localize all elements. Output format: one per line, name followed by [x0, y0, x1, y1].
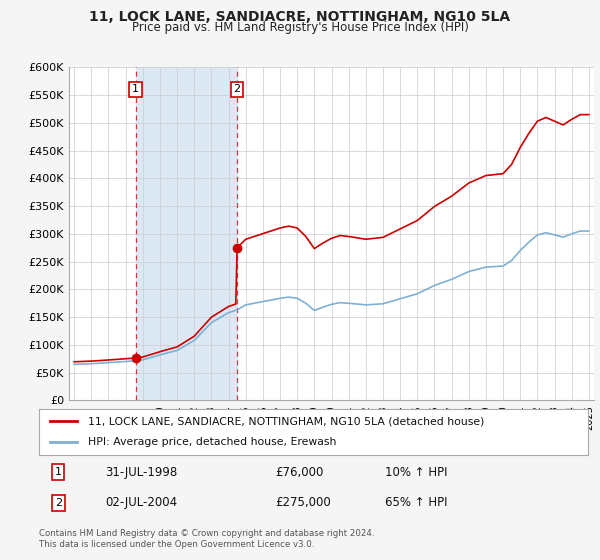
Text: 2: 2 [55, 498, 62, 508]
Text: 2: 2 [233, 85, 241, 95]
Text: 10% ↑ HPI: 10% ↑ HPI [385, 465, 448, 479]
Text: 1: 1 [55, 467, 62, 477]
Text: £275,000: £275,000 [275, 497, 331, 510]
Bar [136, 67, 237, 400]
Text: 65% ↑ HPI: 65% ↑ HPI [385, 497, 448, 510]
Text: 31-JUL-1998: 31-JUL-1998 [105, 465, 177, 479]
Text: Contains HM Land Registry data © Crown copyright and database right 2024.
This d: Contains HM Land Registry data © Crown c… [39, 529, 374, 549]
Text: 1: 1 [132, 85, 139, 95]
Text: 11, LOCK LANE, SANDIACRE, NOTTINGHAM, NG10 5LA: 11, LOCK LANE, SANDIACRE, NOTTINGHAM, NG… [89, 10, 511, 24]
Text: Price paid vs. HM Land Registry's House Price Index (HPI): Price paid vs. HM Land Registry's House … [131, 21, 469, 34]
Text: £76,000: £76,000 [275, 465, 323, 479]
Text: 02-JUL-2004: 02-JUL-2004 [105, 497, 177, 510]
Text: HPI: Average price, detached house, Erewash: HPI: Average price, detached house, Erew… [88, 437, 337, 447]
Text: 11, LOCK LANE, SANDIACRE, NOTTINGHAM, NG10 5LA (detached house): 11, LOCK LANE, SANDIACRE, NOTTINGHAM, NG… [88, 416, 485, 426]
